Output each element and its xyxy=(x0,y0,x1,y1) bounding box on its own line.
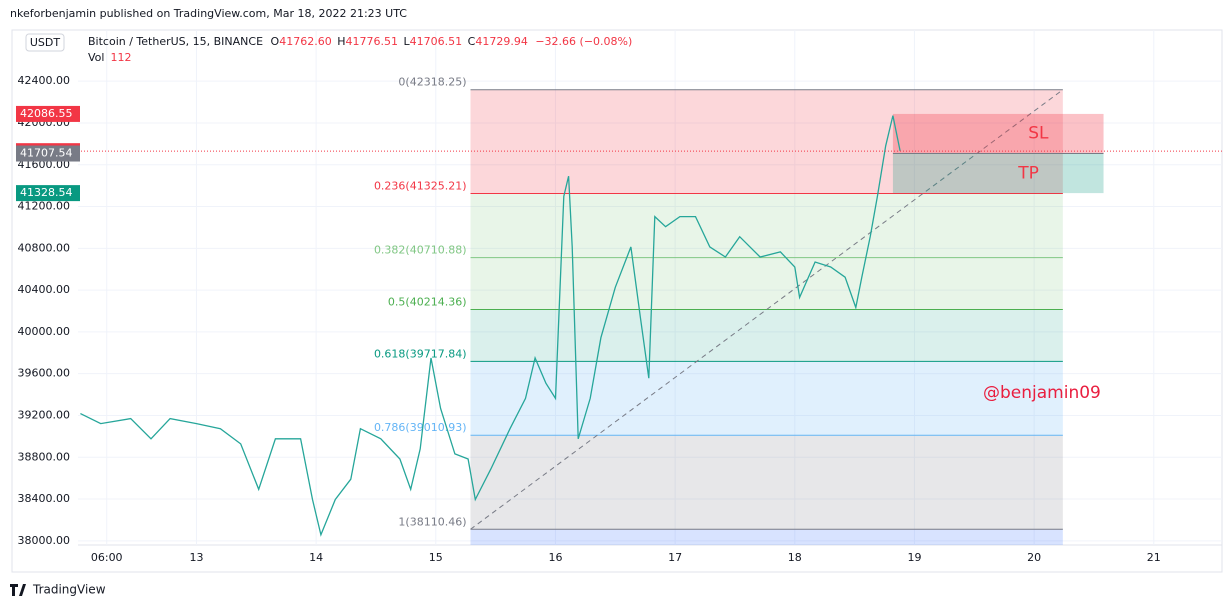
legend-line: Bitcoin / TetherUS, 15, BINANCE O41762.6… xyxy=(88,35,632,48)
symbol: Bitcoin / TetherUS, 15, BINANCE xyxy=(88,35,263,48)
fib-label: 0.618(39717.84) xyxy=(374,347,467,360)
price-tag xyxy=(16,185,80,202)
y-tick-label: 38800.00 xyxy=(18,450,71,463)
volume-line: Vol 112 xyxy=(88,51,131,64)
fib-band xyxy=(470,435,1063,530)
axes: 38000.00 38400.00 38800.00 39200.00 39600.00… xyxy=(16,74,1161,564)
y-tick-label: 39200.00 xyxy=(18,408,71,421)
change: −32.66 (−0.08%) xyxy=(535,35,632,48)
x-tick-label: 17 xyxy=(668,551,682,564)
y-tick-label: 41200.00 xyxy=(18,200,71,213)
chart-frame xyxy=(11,29,1223,573)
brand: TradingView xyxy=(32,583,106,597)
ohlc-value: 41762.60 xyxy=(279,35,332,48)
x-tick-label: 06:00 xyxy=(91,551,123,564)
y-tick-label: 42400.00 xyxy=(18,74,71,87)
fib-label: 0.5(40214.36) xyxy=(388,296,467,309)
price-tag xyxy=(16,145,80,162)
price-line xyxy=(80,115,901,537)
plot-area: 0(42318.25) 0.236(41325.21) 0.382(40710.88… xyxy=(78,30,1222,545)
target-zone xyxy=(892,153,1104,194)
fib-band xyxy=(470,193,1063,258)
ohlc-value: 41706.51 xyxy=(410,35,463,48)
y-tick-label: 38000.00 xyxy=(18,534,71,547)
volume-key: Vol xyxy=(88,51,104,64)
fib-label: 0.236(41325.21) xyxy=(374,179,467,192)
published-line: nkeforbenjamin published on TradingView.… xyxy=(10,7,407,20)
ohlc-key: H xyxy=(337,35,345,48)
x-tick-label: 20 xyxy=(1027,551,1041,564)
x-tick-label: 13 xyxy=(189,551,203,564)
price-tag-label: 41328.54 xyxy=(20,186,73,199)
x-tick-label: 15 xyxy=(429,551,443,564)
volume-value: 112 xyxy=(110,51,131,64)
currency-button[interactable] xyxy=(25,33,65,52)
x-tick-label: 19 xyxy=(907,551,921,564)
ohlc-key: C xyxy=(468,35,476,48)
fib-trend xyxy=(470,89,1064,530)
currency[interactable]: USDT xyxy=(30,36,61,49)
stop-label: SL xyxy=(1028,124,1049,144)
fib-label: 0.786(39010.93) xyxy=(374,421,467,434)
x-tick-label: 18 xyxy=(788,551,802,564)
x-tick-label: 16 xyxy=(548,551,562,564)
annotation: @benjamin09 xyxy=(983,383,1101,403)
fib-band xyxy=(470,257,1063,310)
price-tag-label: 41707.54 xyxy=(20,147,73,160)
fib-label: 0.382(40710.88) xyxy=(374,244,467,257)
target-label: TP xyxy=(1017,163,1039,183)
price-tag-label: 42086.55 xyxy=(20,107,73,120)
fib-band xyxy=(470,361,1063,436)
fib-band xyxy=(470,529,1063,545)
ohlc-key: L xyxy=(404,35,411,48)
brand-logo xyxy=(10,584,26,596)
ohlc-value: 41729.94 xyxy=(475,35,528,48)
y-tick-label: 39600.00 xyxy=(18,367,71,380)
stop-zone xyxy=(892,113,1104,154)
fib-label: 0(42318.25) xyxy=(398,76,466,89)
y-tick-label: 40800.00 xyxy=(18,241,71,254)
fib-label: 1(38110.46) xyxy=(398,515,466,528)
x-tick-label: 14 xyxy=(309,551,323,564)
price-tag xyxy=(16,105,80,122)
y-tick-label: 40000.00 xyxy=(18,325,71,338)
ohlc-value: 41776.51 xyxy=(346,35,399,48)
fib-band xyxy=(470,309,1063,362)
x-tick-label: 21 xyxy=(1147,551,1161,564)
ohlc-key: O xyxy=(271,35,280,48)
y-tick-label: 38400.00 xyxy=(18,492,71,505)
y-tick-label: 40400.00 xyxy=(18,283,71,296)
